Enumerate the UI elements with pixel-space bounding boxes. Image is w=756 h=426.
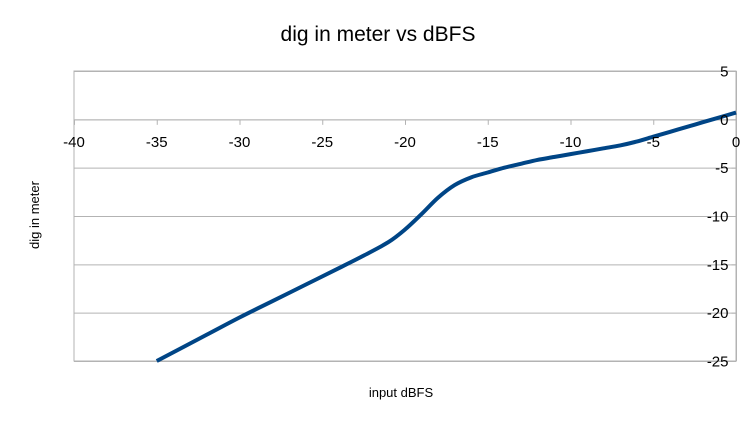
x-axis-title: input dBFS xyxy=(369,385,434,400)
y-tick-label: 0 xyxy=(720,112,728,129)
x-tick-label: -20 xyxy=(394,134,416,151)
y-axis-title: dig in meter xyxy=(27,180,42,249)
y-tick-label: -15 xyxy=(707,257,729,274)
x-tick-label: -15 xyxy=(477,134,499,151)
y-tick-label: -20 xyxy=(707,305,729,322)
y-tick-label: 5 xyxy=(720,64,728,81)
x-tick-label: -5 xyxy=(647,134,660,151)
x-tick-label: -40 xyxy=(63,134,85,151)
x-tick-label: -35 xyxy=(146,134,168,151)
chart-title: dig in meter vs dBFS xyxy=(281,23,476,46)
x-tick-label: 0 xyxy=(732,134,740,151)
x-tick-label: -10 xyxy=(560,134,582,151)
x-tick-label: -25 xyxy=(311,134,333,151)
y-tick-label: -10 xyxy=(707,209,729,226)
series-line xyxy=(155,110,737,363)
x-tick-label: -30 xyxy=(229,134,251,151)
y-tick-label: -25 xyxy=(707,354,729,371)
y-tick-label: -5 xyxy=(715,160,728,177)
